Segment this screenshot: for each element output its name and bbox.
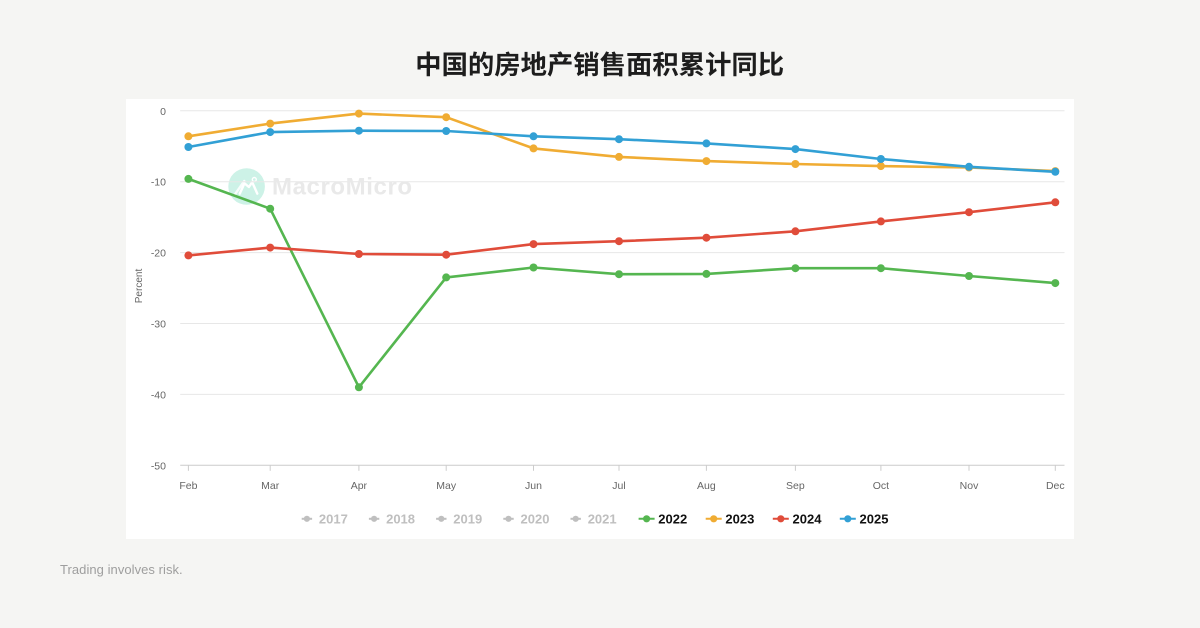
svg-text:2023: 2023 (725, 511, 754, 526)
svg-text:May: May (436, 480, 457, 492)
svg-text:Jun: Jun (525, 480, 542, 492)
svg-text:Feb: Feb (179, 480, 197, 492)
svg-text:Oct: Oct (873, 480, 889, 492)
svg-text:Sep: Sep (786, 480, 805, 492)
svg-text:0: 0 (160, 106, 166, 118)
svg-text:2018: 2018 (386, 511, 415, 526)
svg-text:2022: 2022 (658, 511, 687, 526)
svg-text:2021: 2021 (588, 511, 617, 526)
svg-text:Dec: Dec (1046, 480, 1065, 492)
svg-text:2017: 2017 (319, 511, 348, 526)
svg-text:MacroMicro: MacroMicro (272, 174, 413, 201)
svg-text:Aug: Aug (697, 480, 716, 492)
svg-text:-10: -10 (151, 177, 166, 189)
svg-text:Nov: Nov (960, 480, 979, 492)
svg-text:-50: -50 (151, 460, 166, 472)
svg-text:2020: 2020 (521, 511, 550, 526)
svg-text:-40: -40 (151, 389, 166, 401)
svg-text:Jul: Jul (612, 480, 625, 492)
svg-text:Apr: Apr (351, 480, 368, 492)
svg-text:Percent: Percent (134, 269, 145, 304)
svg-text:Mar: Mar (261, 480, 280, 492)
svg-text:2025: 2025 (860, 511, 889, 526)
svg-text:2024: 2024 (793, 511, 823, 526)
svg-text:-20: -20 (151, 248, 166, 260)
svg-text:-30: -30 (151, 319, 166, 331)
svg-text:2019: 2019 (453, 511, 482, 526)
